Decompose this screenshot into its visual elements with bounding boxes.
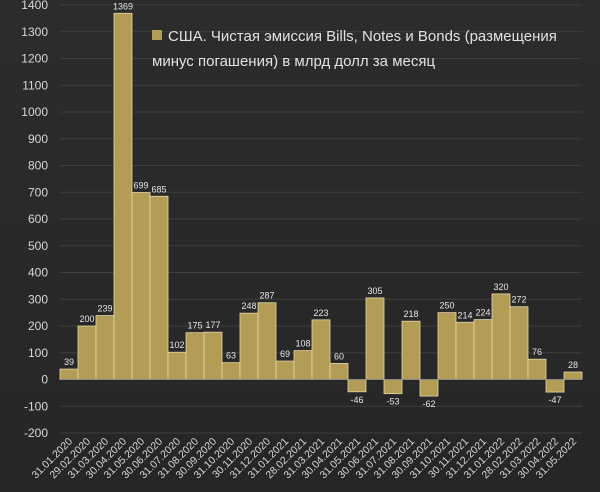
bar xyxy=(293,350,313,380)
bar xyxy=(311,319,331,380)
y-tick-label: 1400 xyxy=(21,0,48,12)
chart-legend: США. Чистая эмиссия Bills, Notes и Bonds… xyxy=(152,24,592,74)
legend-swatch xyxy=(152,30,162,40)
data-label: -47 xyxy=(548,395,561,405)
bar xyxy=(59,368,79,380)
data-label: 39 xyxy=(64,357,74,367)
bar xyxy=(149,195,169,380)
data-label: 250 xyxy=(439,301,454,311)
data-label: 224 xyxy=(475,308,490,318)
bar xyxy=(347,379,367,393)
y-tick-label: 100 xyxy=(28,346,48,360)
bar xyxy=(383,379,403,395)
bar xyxy=(401,320,421,380)
bar xyxy=(257,302,277,380)
y-tick-label: 600 xyxy=(28,212,48,226)
y-tick-label: 1000 xyxy=(21,105,48,119)
y-tick-label: 400 xyxy=(28,266,48,280)
data-label: 200 xyxy=(79,314,94,324)
y-tick-label: 500 xyxy=(28,239,48,253)
data-label: 102 xyxy=(169,340,184,350)
y-tick-label: 200 xyxy=(28,319,48,333)
bar xyxy=(131,192,151,380)
legend-text: США. Чистая эмиссия Bills, Notes и Bonds… xyxy=(152,28,557,70)
data-label: -62 xyxy=(422,399,435,409)
data-label: 69 xyxy=(280,349,290,359)
bar xyxy=(527,358,547,380)
y-tick-label: 800 xyxy=(28,159,48,173)
y-tick-label: 700 xyxy=(28,185,48,199)
bar xyxy=(95,315,115,380)
data-label: 223 xyxy=(313,308,328,318)
data-label: 108 xyxy=(295,339,310,349)
y-tick-label: 1300 xyxy=(21,25,48,39)
bar xyxy=(455,321,475,380)
bar xyxy=(365,297,385,380)
data-label: 28 xyxy=(568,360,578,370)
data-label: 239 xyxy=(97,304,112,314)
bar xyxy=(437,312,457,380)
data-label: 214 xyxy=(457,310,472,320)
y-tick-label: 0 xyxy=(41,373,48,387)
data-label: 699 xyxy=(133,181,148,191)
bar xyxy=(275,360,295,380)
data-label: 63 xyxy=(226,351,236,361)
y-tick-label: 1100 xyxy=(22,78,48,92)
data-label: 76 xyxy=(532,347,542,357)
bar xyxy=(563,371,583,380)
bar xyxy=(221,362,241,380)
data-label: 305 xyxy=(367,286,382,296)
bar xyxy=(545,379,565,393)
data-label: 248 xyxy=(241,301,256,311)
bar xyxy=(113,12,133,380)
y-tick-label: 900 xyxy=(28,132,48,146)
bar xyxy=(419,379,439,397)
data-label: 320 xyxy=(493,282,508,292)
data-label: 685 xyxy=(151,184,166,194)
data-label: 218 xyxy=(403,309,418,319)
bar xyxy=(491,293,511,380)
data-label: 177 xyxy=(205,320,220,330)
bar xyxy=(509,306,529,380)
data-label: 60 xyxy=(334,351,344,361)
data-label: -46 xyxy=(350,395,363,405)
data-label: 175 xyxy=(187,321,202,331)
y-tick-label: 300 xyxy=(28,292,48,306)
data-label: 1369 xyxy=(113,1,133,11)
data-label: 272 xyxy=(511,295,526,305)
bar xyxy=(77,325,97,380)
y-tick-label: -200 xyxy=(24,426,48,440)
data-label: -53 xyxy=(386,397,399,407)
data-label: 287 xyxy=(259,291,274,301)
bar xyxy=(185,332,205,380)
y-tick-label: -100 xyxy=(24,399,48,413)
bar xyxy=(203,331,223,380)
y-tick-label: 1200 xyxy=(21,52,48,66)
bar xyxy=(473,319,493,380)
bar xyxy=(329,363,349,380)
bar xyxy=(167,351,187,380)
bar xyxy=(239,312,259,380)
